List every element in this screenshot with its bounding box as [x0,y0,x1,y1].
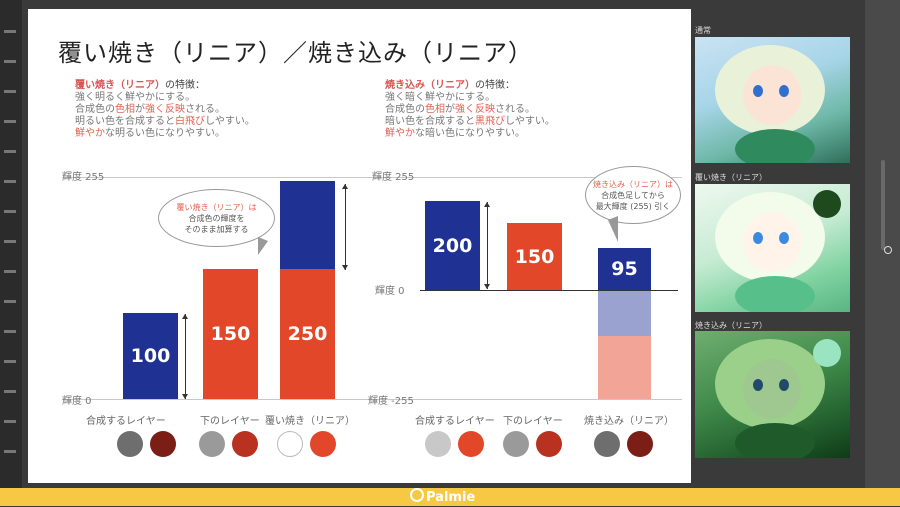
dodge-line-2: 合成色の色相が強く反映される。 [75,104,225,115]
tool-icon[interactable] [4,90,16,93]
dodge-line-3: 明るい色を合成すると白飛びしやすい。 [75,116,255,127]
tool-icon[interactable] [4,30,16,33]
bar-dodge-result: 250 [280,269,335,399]
bubble-tail [608,216,618,242]
thumb-label-dodge: 覆い焼き（リニア） [695,173,767,182]
tool-icon[interactable] [4,210,16,213]
bar-lower-layer: 150 [203,269,258,399]
label-burn-result: 焼き込み（リニア） [584,416,674,427]
tool-icon[interactable] [4,360,16,363]
burn-max-line [372,177,682,178]
thumb-label-normal: 通常 [695,26,711,35]
dark-green-swatch [813,190,841,218]
swatch-lower-red [232,431,258,457]
tool-icon[interactable] [4,390,16,393]
burn-zero-axis [420,290,678,291]
burn-max-label: 輝度 255 [372,172,415,183]
scrollbar[interactable] [881,160,885,250]
swatch-blend-red [150,431,176,457]
burn-description: 焼き込み（リニア）の特徴： 強く暗く鮮やかにする。 合成色の色相が強く反映される… [385,80,555,140]
swatch-burn-result-gray [594,431,620,457]
bar-dodge-overflow [280,181,335,271]
right-panel [865,0,900,488]
dodge-description: 覆い焼き（リニア）の特徴： 強く明るく鮮やかにする。 合成色の色相が強く反映され… [75,80,255,140]
dodge-line-1: 強く明るく鮮やかにする。 [75,92,196,103]
arrow-icon [182,314,188,399]
light-green-swatch [813,339,841,367]
thumbnail-burn [695,331,850,458]
burn-line-4: 鮮やかな暗い色になりやすい。 [385,128,525,139]
dodge-line-4: 鮮やかな明るい色になりやすい。 [75,128,225,139]
dodge-zero-line [62,399,372,400]
burn-line-1: 強く暗く鮮やかにする。 [385,92,496,103]
tool-palette[interactable] [0,0,22,488]
bar-burn-blend-layer: 200 [425,201,480,290]
burn-zero-label: 輝度 0 [375,286,405,297]
tool-icon[interactable] [4,180,16,183]
tool-icon[interactable] [4,300,16,303]
swatch-dodge-red [310,431,336,457]
burn-min-label: 輝度 -255 [368,396,414,407]
thumbnail-normal [695,37,850,163]
tool-icon[interactable] [4,120,16,123]
palmie-logo: Palmie [410,488,475,506]
label-burn-blend-layer: 合成するレイヤー [415,416,495,427]
bar-burn-negative-blue [598,291,651,336]
label-dodge-result: 覆い焼き（リニア） [265,416,355,427]
bubble-tail [258,237,268,255]
burn-speech-bubble: 焼き込み（リニア）は 合成色足してから 最大輝度 (255) 引く [585,166,681,224]
dodge-max-line [62,177,372,178]
dodge-zero-label: 輝度 0 [62,396,92,407]
bar-burn-negative-red [598,336,651,399]
paw-icon [410,488,424,502]
burn-line-2: 合成色の色相が強く反映される。 [385,104,535,115]
burn-min-line [372,399,682,400]
swatch-blend-gray [117,431,143,457]
tool-icon[interactable] [4,270,16,273]
thumb-label-burn: 焼き込み（リニア） [695,321,767,330]
arrow-icon [342,184,348,270]
circle-icon[interactable] [884,246,892,254]
thumbnail-dodge [695,184,850,312]
burn-line-3: 暗い色を合成すると黒飛びしやすい。 [385,116,555,127]
swatch-burn-lower-red [536,431,562,457]
label-burn-lower-layer: 下のレイヤー [503,416,563,427]
swatch-burn-lower-gray [503,431,529,457]
swatch-burn-blend-gray [425,431,451,457]
swatch-burn-result-red [627,431,653,457]
bar-burn-lower-layer: 150 [507,223,562,290]
tool-icon[interactable] [4,420,16,423]
label-blend-layer: 合成するレイヤー [86,416,166,427]
burn-heading: 焼き込み（リニア） [385,80,475,91]
tool-icon[interactable] [4,240,16,243]
tool-icon[interactable] [4,330,16,333]
arrow-icon [484,202,490,289]
tool-icon[interactable] [4,60,16,63]
tool-icon[interactable] [4,450,16,453]
dodge-speech-bubble: 覆い焼き（リニア）は 合成色の輝度を そのまま加算する [158,189,275,247]
swatch-lower-gray [199,431,225,457]
dodge-heading: 覆い焼き（リニア） [75,80,165,91]
swatch-dodge-white [277,431,303,457]
burn-heading-suffix: の特徴： [475,80,515,91]
label-lower-layer: 下のレイヤー [200,416,260,427]
tool-icon[interactable] [4,150,16,153]
slide-title: 覆い焼き（リニア）／焼き込み（リニア） [58,39,533,67]
swatch-burn-blend-red [458,431,484,457]
dodge-heading-suffix: の特徴： [165,80,205,91]
bar-blend-layer: 100 [123,313,178,399]
footer-bar: Palmie [0,488,900,506]
bar-burn-result: 95 [598,248,651,290]
slide: 覆い焼き（リニア）／焼き込み（リニア） 覆い焼き（リニア）の特徴： 強く明るく鮮… [28,9,691,483]
dodge-max-label: 輝度 255 [62,172,105,183]
